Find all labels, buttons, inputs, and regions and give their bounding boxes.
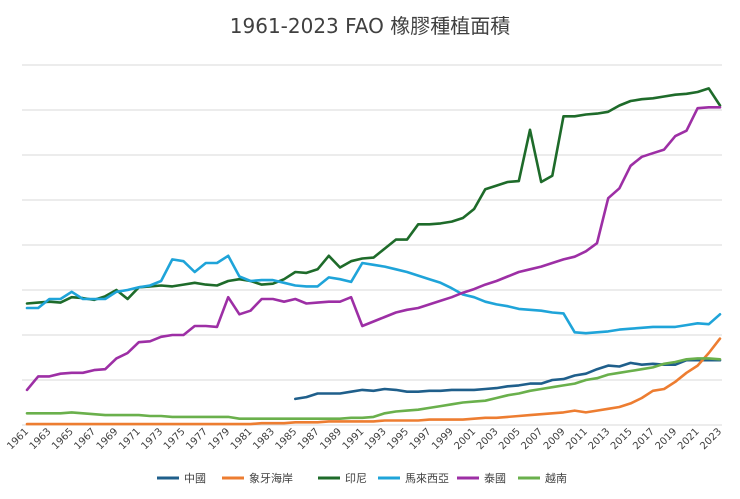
chart-title: 1961-2023 FAO 橡膠種植面積 — [230, 14, 510, 38]
x-tick-label: 2019 — [654, 426, 680, 452]
x-tick-label: 2005 — [497, 426, 523, 452]
x-tick-label: 1971 — [117, 426, 143, 452]
series-line-5 — [25, 357, 722, 421]
x-tick-label: 2015 — [609, 426, 635, 452]
x-tick-label: 1977 — [184, 426, 210, 452]
x-tick-label: 1967 — [72, 426, 98, 452]
x-tick-label: 2017 — [631, 426, 657, 452]
x-tick-label: 1969 — [95, 426, 121, 452]
x-tick-label: 2009 — [542, 426, 568, 452]
legend: 中國 象牙海岸 印尼 馬來西亞 泰國 越南 — [157, 471, 567, 485]
series-line-3 — [25, 254, 722, 335]
x-tick-label: 2001 — [452, 426, 478, 452]
series-lines — [25, 87, 722, 426]
x-tick-label: 1981 — [229, 426, 255, 452]
x-tick-label: 2007 — [520, 426, 546, 452]
x-tick-label: 2013 — [587, 426, 613, 452]
x-tick-label: 1961 — [5, 426, 31, 452]
x-axis-ticks: 1961196319651967196919711973197519771979… — [5, 426, 724, 452]
x-tick-label: 2023 — [698, 426, 724, 452]
x-tick-label: 1989 — [318, 426, 344, 452]
legend-label-4: 泰國 — [484, 471, 506, 485]
x-tick-label: 1975 — [162, 426, 188, 452]
x-tick-label: 1973 — [139, 426, 165, 452]
x-tick-label: 1979 — [207, 426, 233, 452]
x-tick-label: 1995 — [385, 426, 411, 452]
x-tick-label: 2021 — [676, 426, 702, 452]
legend-label-5: 越南 — [545, 471, 567, 485]
x-tick-label: 2011 — [564, 426, 590, 452]
x-tick-label: 1965 — [50, 426, 76, 452]
gridlines — [22, 64, 722, 426]
series-line-0 — [293, 358, 722, 401]
legend-label-1: 象牙海岸 — [249, 471, 293, 485]
x-tick-label: 1999 — [430, 426, 456, 452]
x-tick-label: 1993 — [363, 426, 389, 452]
series-line-2 — [25, 87, 722, 305]
x-tick-label: 1963 — [28, 426, 54, 452]
x-tick-label: 1985 — [274, 426, 300, 452]
x-tick-label: 1987 — [296, 426, 322, 452]
x-tick-label: 2003 — [475, 426, 501, 452]
x-tick-label: 1997 — [408, 426, 434, 452]
legend-label-3: 馬來西亞 — [405, 472, 449, 485]
x-tick-label: 1983 — [251, 426, 277, 452]
legend-label-2: 印尼 — [345, 472, 367, 485]
x-tick-label: 1991 — [341, 426, 367, 452]
series-line-4 — [25, 106, 722, 392]
legend-label-0: 中國 — [184, 472, 206, 485]
series-line-1 — [25, 337, 722, 426]
